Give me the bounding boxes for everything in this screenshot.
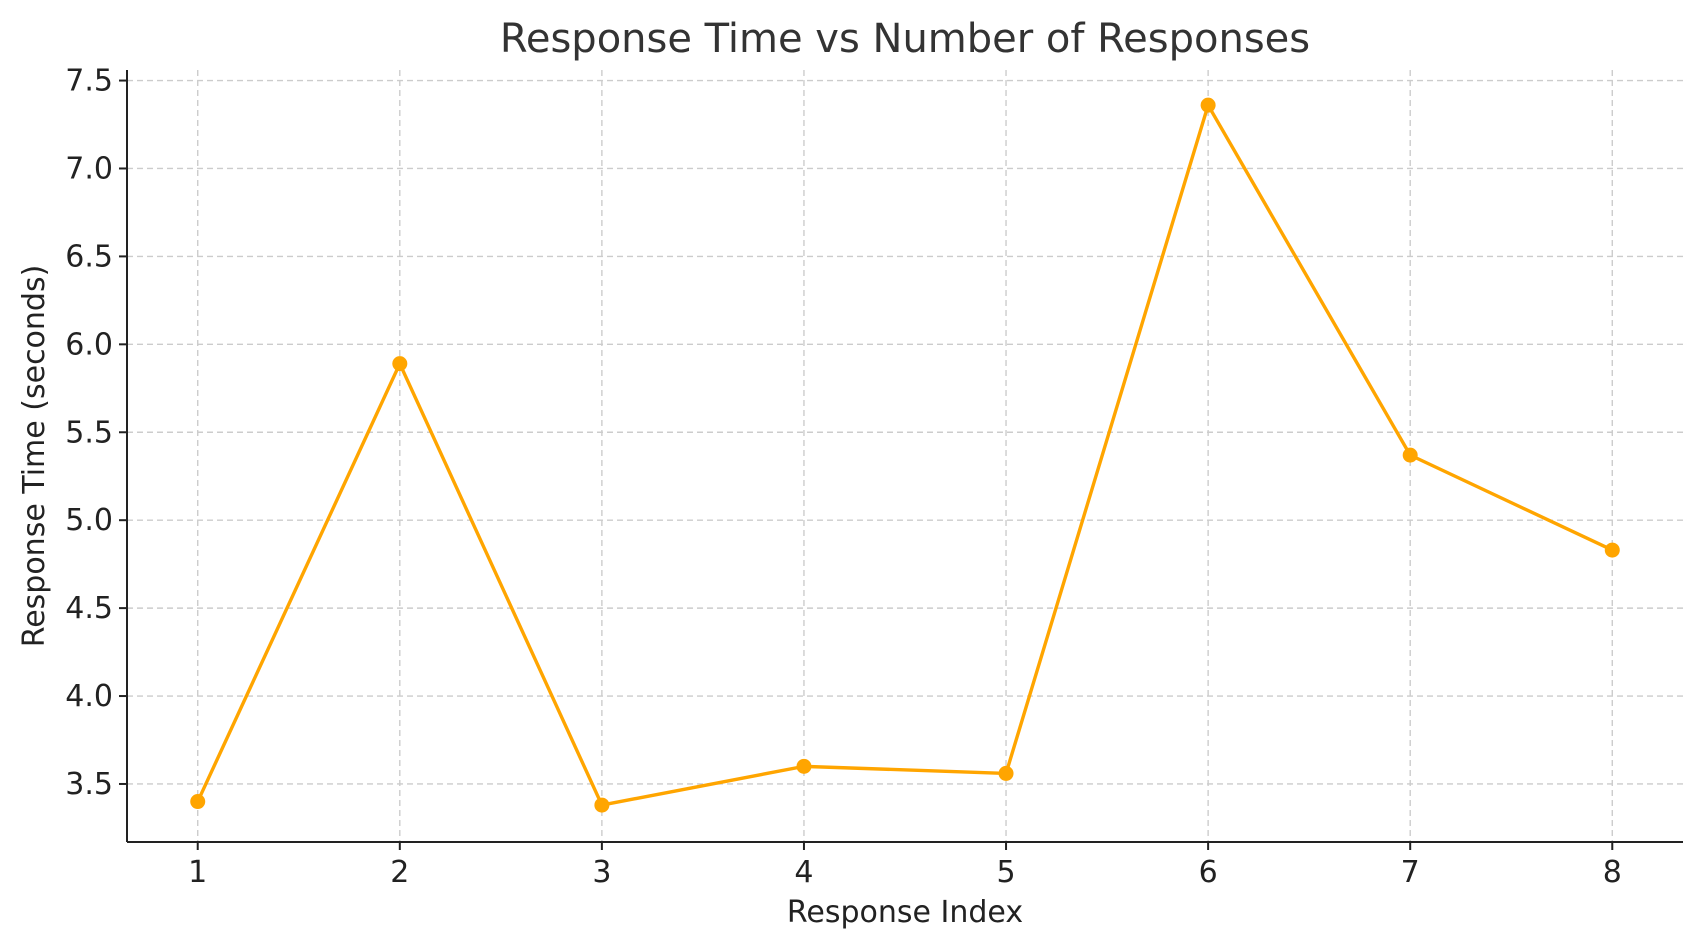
x-tick-label: 1 xyxy=(188,855,207,890)
ticks: 1 2 3 4 5 6 7 8 3.5 4.0 4.5 5.0 5.5 6.0 6.5 7.0 7.5 xyxy=(65,64,1622,890)
x-tick-label: 2 xyxy=(390,855,409,890)
data-point xyxy=(1402,447,1418,463)
data-point xyxy=(1604,542,1620,558)
x-tick-label: 8 xyxy=(1603,855,1622,890)
y-tick-label: 4.5 xyxy=(65,591,113,626)
grid xyxy=(127,70,1683,842)
x-tick-label: 4 xyxy=(794,855,813,890)
data-point xyxy=(998,765,1014,781)
y-tick-label: 4.0 xyxy=(65,679,113,714)
data-point xyxy=(594,797,610,813)
data-point xyxy=(1200,97,1216,113)
y-tick-label: 5.5 xyxy=(65,415,113,450)
series-line xyxy=(196,103,1614,807)
axes xyxy=(126,70,1683,843)
y-tick-label: 5.0 xyxy=(65,503,113,538)
x-tick-label: 6 xyxy=(1199,855,1218,890)
y-axis-label: Response Time (seconds) xyxy=(17,265,52,648)
y-tick-label: 6.0 xyxy=(65,327,113,362)
y-tick-label: 7.5 xyxy=(65,64,113,99)
data-point xyxy=(796,758,812,774)
y-tick-label: 6.5 xyxy=(65,239,113,274)
x-tick-label: 7 xyxy=(1401,855,1420,890)
x-tick-label: 3 xyxy=(592,855,611,890)
x-axis-label: Response Index xyxy=(787,895,1023,930)
data-point xyxy=(190,794,206,810)
series xyxy=(190,97,1620,813)
x-tick-label: 5 xyxy=(996,855,1015,890)
chart-title: Response Time vs Number of Responses xyxy=(500,16,1310,62)
y-tick-label: 7.0 xyxy=(65,151,113,186)
y-tick-label: 3.5 xyxy=(65,767,113,802)
data-point xyxy=(392,356,408,372)
